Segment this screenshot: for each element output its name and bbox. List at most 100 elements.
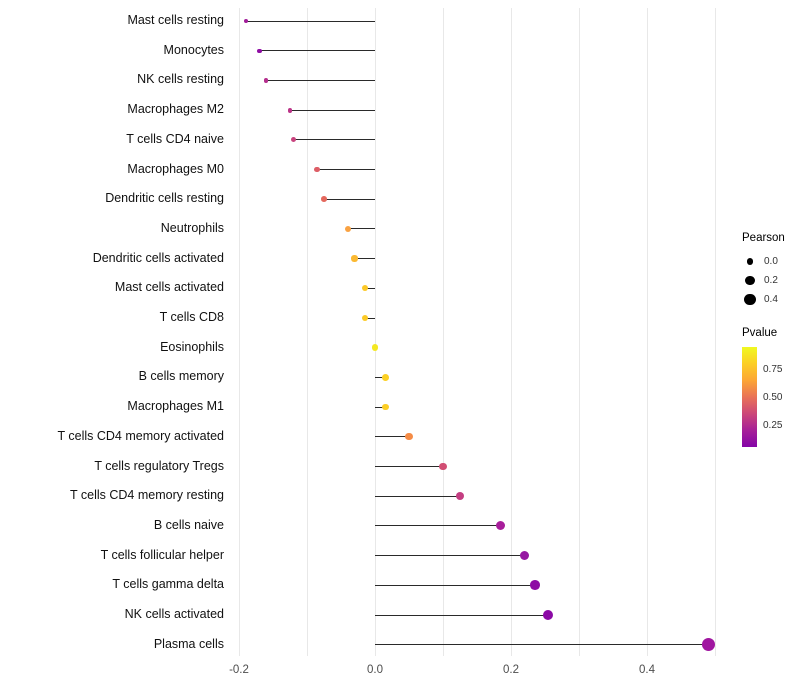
lollipop-stem — [375, 584, 535, 586]
lollipop-stem — [347, 228, 375, 230]
category-label: Plasma cells — [153, 636, 224, 651]
lollipop-stem — [375, 495, 460, 497]
legend-size-dot-cell — [742, 258, 758, 265]
gridline — [375, 8, 376, 656]
category-label: Dendritic cells activated — [92, 250, 224, 265]
gridline — [307, 8, 308, 656]
lollipop-dot — [405, 433, 413, 441]
lollipop-dot — [543, 610, 554, 620]
category-label: B cells naive — [153, 517, 224, 532]
lollipop-stem — [375, 466, 443, 467]
category-label: Mast cells resting — [127, 13, 224, 27]
lollipop-stem — [354, 258, 375, 260]
gridline — [579, 8, 580, 656]
category-label: T cells follicular helper — [100, 547, 224, 562]
x-tick-label: 0.4 — [639, 664, 655, 676]
legend-pvalue-tick-label: 0.50 — [763, 392, 783, 403]
lollipop-dot — [381, 403, 389, 411]
legend-size-item: 0.2 — [742, 271, 800, 290]
category-label: T cells CD8 — [159, 310, 224, 324]
lollipop-stem — [375, 525, 501, 527]
lollipop-dot — [290, 137, 296, 143]
lollipop-stem — [266, 79, 375, 81]
legend-gradient-bar — [742, 347, 757, 447]
lollipop-dot — [439, 462, 447, 471]
category-label: Monocytes — [163, 42, 224, 57]
category-label: T cells regulatory Tregs — [94, 458, 224, 473]
category-label: Neutrophils — [160, 220, 224, 235]
legend: Pearson 0.0 0.2 0.4 Pvalue 0.75 0.50 0.25 — [742, 232, 800, 447]
lollipop-dot — [314, 166, 320, 173]
category-label: NK cells activated — [124, 607, 224, 621]
lollipop-stem — [290, 109, 375, 111]
lollipop-dot — [371, 344, 379, 351]
legend-size-label: 0.0 — [764, 256, 778, 267]
lollipop-dot — [257, 48, 262, 53]
lollipop-dot — [351, 255, 358, 262]
category-label: T cells CD4 memory resting — [70, 488, 224, 503]
legend-pvalue-tick-label: 0.25 — [763, 419, 783, 431]
lollipop-stem — [375, 614, 549, 616]
lollipop-stem — [375, 376, 386, 378]
legend-pvalue-title: Pvalue — [742, 327, 778, 339]
legend-size-dot-cell — [742, 275, 758, 286]
category-label: T cells CD4 memory activated — [57, 428, 225, 443]
category-label: Mast cells activated — [114, 280, 224, 295]
legend-size-dot-cell — [742, 293, 758, 306]
gridline — [647, 8, 648, 656]
lollipop-dot — [361, 314, 368, 322]
legend-pearson-items: 0.0 0.2 0.4 — [742, 252, 800, 309]
category-label: Eosinophils — [160, 339, 224, 354]
lollipop-stem — [324, 198, 375, 200]
lollipop-dot — [243, 18, 248, 24]
lollipop-stem — [364, 287, 375, 289]
legend-pvalue-tick-label: 0.75 — [763, 364, 783, 376]
lollipop-dot — [263, 78, 269, 83]
lollipop-stem — [317, 169, 375, 170]
x-tick-label: 0.2 — [503, 664, 519, 676]
gridline — [443, 8, 444, 656]
lollipop-stem — [245, 20, 375, 22]
lollipop-stem — [259, 50, 375, 52]
lollipop-dot — [519, 550, 530, 561]
legend-size-label: 0.4 — [764, 294, 778, 305]
lollipop-dot — [321, 196, 327, 202]
legend-pearson: Pearson 0.0 0.2 0.4 — [742, 232, 800, 309]
x-tick-label: -0.2 — [229, 664, 249, 676]
legend-size-label: 0.2 — [764, 275, 778, 286]
legend-size-item: 0.0 — [742, 252, 800, 271]
lollipop-dot — [287, 107, 293, 113]
category-label: Macrophages M0 — [127, 161, 224, 176]
lollipop-dot — [529, 580, 540, 591]
legend-pearson-title: Pearson — [742, 232, 785, 244]
legend-pvalue: Pvalue 0.75 0.50 0.25 — [742, 327, 800, 447]
legend-gradient: 0.75 0.50 0.25 — [742, 347, 800, 447]
lollipop-dot — [455, 492, 465, 501]
legend-size-dot — [744, 293, 756, 306]
category-label: NK cells resting — [137, 72, 224, 87]
lollipop-dot — [361, 285, 368, 292]
lollipop-stem — [293, 139, 375, 141]
lollipop-dot — [701, 638, 715, 652]
x-tick-label: 0.0 — [367, 664, 383, 676]
lollipop-dot — [381, 374, 389, 381]
legend-size-item: 0.4 — [742, 290, 800, 309]
legend-size-dot — [745, 275, 755, 286]
lollipop-stem — [375, 644, 709, 646]
category-label: T cells CD4 naive — [126, 131, 224, 146]
lollipop-dot — [344, 225, 351, 232]
gridline — [239, 8, 240, 656]
gridline — [715, 8, 716, 656]
category-label: Macrophages M1 — [127, 399, 224, 414]
lollipop-stem — [375, 436, 409, 438]
category-label: B cells memory — [138, 369, 224, 384]
category-label: Dendritic cells resting — [105, 191, 224, 206]
lollipop-stem — [375, 555, 525, 557]
lollipop-dot — [496, 521, 506, 531]
category-label: Macrophages M2 — [127, 102, 224, 117]
category-label: T cells gamma delta — [112, 577, 224, 592]
legend-size-dot — [746, 258, 754, 265]
lollipop-stem — [375, 406, 386, 408]
gridline — [511, 8, 512, 656]
